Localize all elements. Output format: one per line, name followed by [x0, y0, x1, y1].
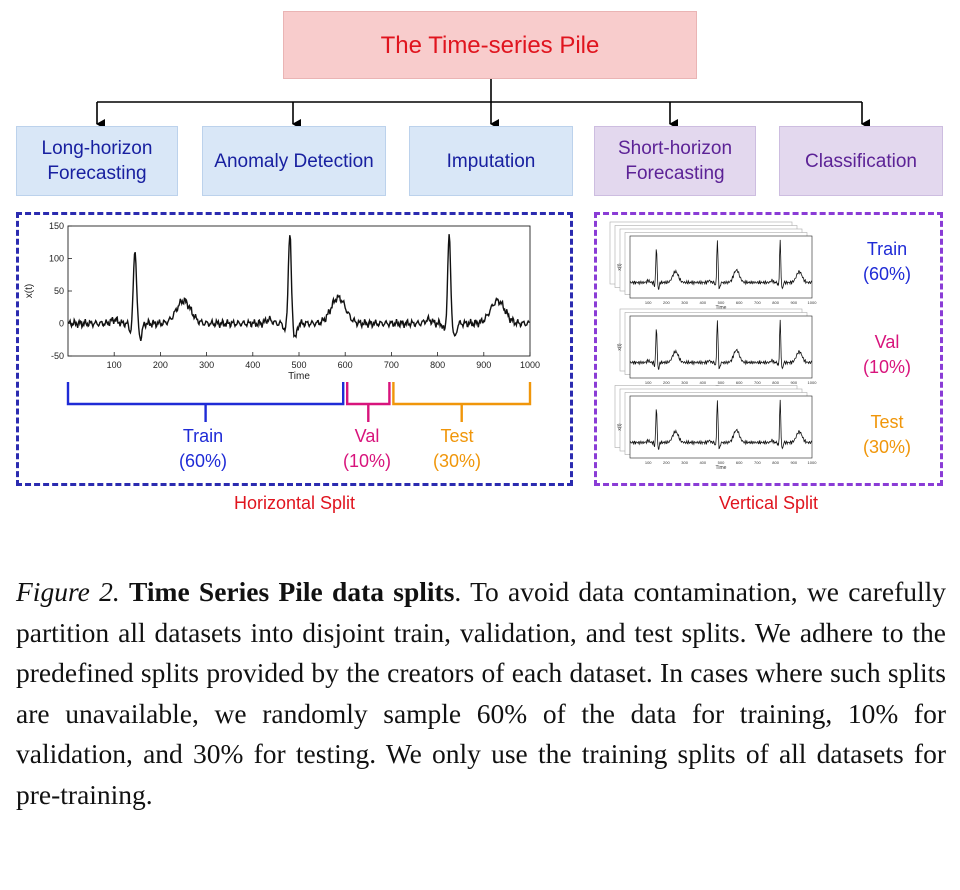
x-axis-label: Time: [288, 371, 310, 382]
horizontal-split-title: Horizontal Split: [233, 493, 356, 513]
mini-chart-test-xlabel: Time: [716, 465, 727, 471]
bracket-train: [66, 382, 345, 406]
mini-chart-train-tick-label: 500: [718, 300, 725, 305]
mini-chart-train-ylabel: x(t): [617, 263, 623, 271]
mini-chart-train-tick-label: 400: [699, 300, 706, 305]
mini-chart-val-tick-label: 500: [718, 380, 725, 385]
mini-chart-val-tick-label: 200: [663, 380, 670, 385]
mini-chart-val-tick-label: 800: [772, 380, 779, 385]
mini-chart-test-ylabel: x(t): [617, 423, 623, 431]
mini-chart-val-tick-label: 100: [645, 380, 652, 385]
vertical-train-label: Train (60%): [862, 239, 911, 284]
mini-chart-test-tick-label: 100: [645, 460, 652, 465]
task-label: Anomaly Detection: [214, 150, 374, 172]
mini-chart-test-tick-label: 600: [736, 460, 743, 465]
x-tick-label: 500: [291, 360, 306, 370]
diagram-title-box: The Time-series Pile: [283, 11, 697, 79]
mini-chart-val-tick-label: 600: [736, 380, 743, 385]
task-label: Imputation: [446, 150, 536, 172]
vertical-split-charts: 100 200 300 400 500 600 700 800 900 1000 Time x(t) 1…: [609, 221, 818, 471]
mini-chart-test-tick-label: 200: [663, 460, 670, 465]
caption-title: Time Series Pile data splits: [129, 576, 455, 607]
mini-chart-train-tick-label: 800: [772, 300, 779, 305]
mini-chart-train-tick-label: 900: [790, 300, 797, 305]
mini-chart-train-tick-label: 200: [663, 300, 670, 305]
mini-chart-test-tick-label: 700: [754, 460, 761, 465]
mini-chart-test-tick-label: 900: [790, 460, 797, 465]
connector-arrows: [96, 79, 870, 129]
mini-chart-test-tick-label: 300: [681, 460, 688, 465]
vertical-val-label: Val (10%): [862, 332, 911, 377]
x-tick-label: 600: [338, 360, 353, 370]
x-tick-label: 700: [384, 360, 399, 370]
bracket-val: [346, 382, 391, 406]
vertical-test-label: Test (30%): [862, 412, 911, 457]
y-tick-label: 50: [54, 286, 64, 296]
mini-chart-val-tick-label: 1000: [808, 380, 818, 385]
mini-chart-train-xlabel: Time: [716, 305, 727, 311]
mini-chart-train-tick-label: 600: [736, 300, 743, 305]
task-label: Classification: [805, 150, 917, 172]
mini-chart-train-tick-label: 700: [754, 300, 761, 305]
mini-chart-test-tick-label: 500: [718, 460, 725, 465]
mini-chart-val-frame: [629, 315, 813, 379]
ecg-series-line: [67, 234, 530, 341]
horizontal-train-label: Train (60%): [178, 426, 227, 471]
mini-chart-test-tick-label: 800: [772, 460, 779, 465]
mini-chart-val-line: [629, 319, 813, 370]
y-tick-label: -50: [51, 351, 64, 361]
mini-chart-val-tick-label: 900: [790, 380, 797, 385]
task-label-line1: Short-horizon: [617, 138, 733, 159]
task-label-line1: Long-horizon: [41, 138, 153, 159]
mini-chart-val-tick-label: 400: [699, 380, 706, 385]
diagram-title: The Time-series Pile: [380, 31, 600, 59]
vertical-split-title: Vertical Split: [718, 493, 819, 513]
mini-chart-test-tick-label: 1000: [808, 460, 818, 465]
mini-chart-val-ylabel: x(t): [617, 343, 623, 351]
x-tick-label: 300: [199, 360, 214, 370]
bracket-test: [392, 382, 532, 406]
x-tick-label: 900: [476, 360, 491, 370]
task-classification: Classification: [779, 126, 943, 196]
x-tick-label: 400: [245, 360, 260, 370]
task-short-horizon-forecasting: Short-horizon Forecasting: [594, 126, 756, 196]
mini-chart-train-frame: [629, 235, 813, 299]
x-tick-label: 800: [430, 360, 445, 370]
mini-chart-val-tick-label: 300: [681, 380, 688, 385]
mini-chart-train-tick-label: 1000: [808, 300, 818, 305]
task-label-line2: Forecasting: [625, 163, 725, 184]
task-long-horizon-forecasting: Long-horizon Forecasting: [16, 126, 178, 196]
y-tick-label: 150: [49, 221, 64, 231]
y-tick-label: 0: [59, 319, 64, 329]
mini-chart-val-tick-label: 700: [754, 380, 761, 385]
mini-chart-test-frame: [629, 395, 813, 459]
task-anomaly-detection: Anomaly Detection: [202, 126, 386, 196]
caption-body: . To avoid data contamination, we carefu…: [16, 576, 947, 810]
mini-chart-train-tick-label: 300: [681, 300, 688, 305]
y-tick-label: 100: [49, 254, 64, 264]
mini-chart-train-tick-label: 100: [645, 300, 652, 305]
y-axis-label: x(t): [24, 284, 35, 298]
task-label-line2: Forecasting: [47, 163, 147, 184]
task-imputation: Imputation: [409, 126, 573, 196]
horizontal-split-panel: [16, 212, 573, 486]
x-tick-label: 200: [153, 360, 168, 370]
x-tick-label: 100: [107, 360, 122, 370]
figure-caption: Figure 2. Time Series Pile data splits. …: [16, 572, 946, 815]
mini-chart-test-tick-label: 400: [699, 460, 706, 465]
mini-chart-train-line: [629, 239, 813, 290]
horizontal-test-label: Test (30%): [432, 426, 481, 471]
vertical-split-panel: [594, 212, 943, 486]
horizontal-val-label: Val (10%): [342, 426, 391, 471]
caption-figure-label: Figure 2.: [16, 576, 120, 607]
x-tick-label: 1000: [520, 360, 540, 370]
mini-chart-test-line: [629, 399, 813, 450]
horizontal-split-chart: -50 0 50 100 150 100 200 300 400 500 600 700 800 900 1…: [24, 221, 540, 422]
